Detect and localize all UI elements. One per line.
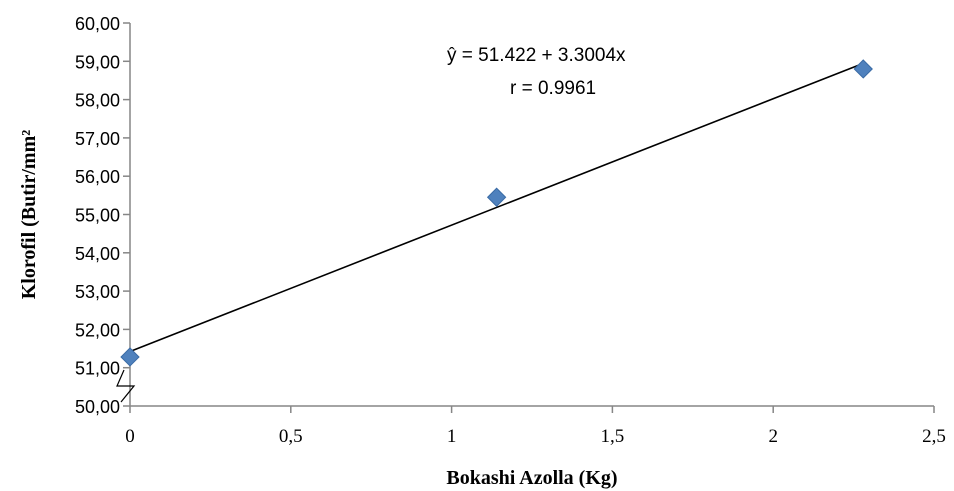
data-points — [120, 59, 873, 367]
x-tick-label: 2,5 — [922, 426, 946, 447]
y-tick-label: 54,00 — [75, 244, 120, 264]
y-tick-label: 58,00 — [75, 91, 120, 111]
y-tick-label: 50,00 — [75, 397, 120, 417]
x-axis-ticks: 0 0,5 1 1,5 2 2,5 — [125, 406, 946, 447]
axis-break-mark — [116, 369, 136, 403]
y-tick-label: 55,00 — [75, 206, 120, 226]
y-tick-label: 51,00 — [75, 359, 120, 379]
data-point — [120, 347, 140, 367]
trendline — [129, 62, 864, 353]
x-axis-title: Bokashi Azolla (Kg) — [446, 467, 617, 489]
x-tick-label: 1 — [447, 426, 457, 447]
y-tick-label: 56,00 — [75, 167, 120, 187]
data-point — [486, 187, 507, 207]
correlation-coefficient: r = 0.9961 — [510, 78, 596, 99]
y-tick-label: 53,00 — [75, 282, 120, 302]
regression-equation: ŷ = 51.422 + 3.3004x — [447, 45, 626, 66]
y-tick-label: 59,00 — [75, 52, 120, 72]
y-axis-title: Klorofil (Butir/mm² — [18, 130, 40, 300]
x-tick-label: 1,5 — [601, 426, 625, 447]
y-tick-label: 52,00 — [75, 320, 120, 340]
y-tick-label: 60,00 — [75, 14, 120, 34]
y-tick-label: 57,00 — [75, 129, 120, 149]
data-point — [853, 59, 873, 79]
x-tick-label: 2 — [768, 426, 778, 447]
x-tick-label: 0,5 — [279, 426, 303, 447]
y-axis-ticks: 50,00 51,00 52,00 53,00 54,00 55,00 56,00 57,00… — [75, 14, 130, 417]
x-tick-label: 0 — [125, 426, 135, 447]
